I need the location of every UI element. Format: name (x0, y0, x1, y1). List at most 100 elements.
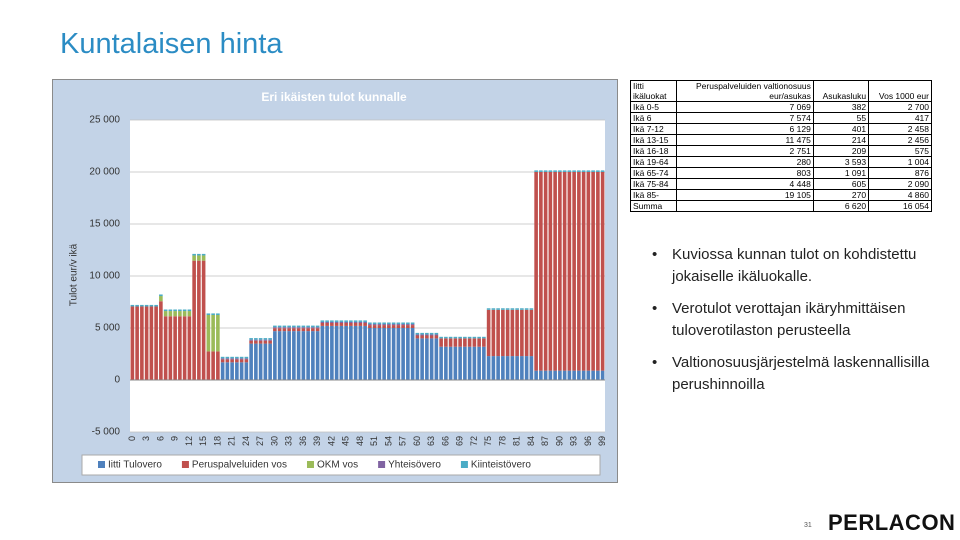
bar-segment (387, 324, 391, 326)
bar-segment (163, 311, 168, 317)
bar-segment (249, 338, 253, 340)
bar-segment (581, 171, 586, 371)
bar-segment (182, 311, 187, 317)
bar-segment (368, 322, 372, 325)
bar-segment (225, 362, 230, 380)
bar-segment (306, 328, 310, 332)
bar-segment (239, 356, 244, 359)
bar-segment (534, 170, 538, 172)
bar-segment (524, 356, 529, 380)
bar-segment (553, 370, 557, 380)
bar-segment (339, 323, 344, 326)
bar-segment (301, 327, 306, 329)
bar-segment (263, 343, 268, 380)
x-tick-label: 12 (184, 436, 194, 446)
x-tick-label: 87 (540, 436, 550, 446)
bar-segment (173, 309, 177, 312)
bar-segment (482, 346, 486, 380)
bar-segment (201, 260, 206, 380)
bar-segment (415, 332, 420, 335)
legend-swatch (306, 461, 314, 468)
bar-segment (539, 370, 543, 380)
bar-segment (144, 306, 149, 380)
bar-segment (320, 320, 325, 322)
bar-segment (311, 327, 315, 329)
bar-segment (349, 321, 353, 324)
table-cell: 270 (812, 189, 870, 201)
bar-segment (216, 351, 220, 380)
bar-segment (477, 338, 481, 347)
bar-segment (439, 346, 443, 380)
bar-segment (515, 308, 519, 310)
bar-segment (425, 338, 429, 380)
bar-segment (258, 340, 263, 344)
bar-segment (197, 260, 201, 380)
bar-segment (553, 171, 557, 371)
bar-segment (201, 255, 206, 261)
bar-segment (325, 320, 329, 322)
table-cell: 6 620 (812, 200, 870, 212)
bar-segment (429, 334, 434, 336)
bar-segment (292, 325, 296, 328)
bar-segment (396, 328, 401, 380)
bar-segment (249, 343, 253, 380)
bar-segment (178, 309, 182, 312)
bar-segment (486, 309, 491, 357)
bar-segment (244, 362, 249, 380)
x-tick-label: 60 (412, 436, 422, 446)
y-tick-label: 10 000 (89, 271, 120, 282)
y-tick-label: 20 000 (89, 167, 120, 178)
bar-segment (358, 320, 363, 322)
bar-segment (434, 334, 439, 336)
x-tick-label: 84 (526, 436, 536, 446)
bar-segment (387, 322, 391, 325)
bar-segment (520, 356, 524, 380)
bar-segment (182, 316, 187, 380)
bar-segment (577, 370, 581, 380)
x-tick-label: 57 (398, 436, 408, 446)
bar-segment (368, 325, 372, 328)
bar-segment (420, 338, 424, 380)
bar-segment (501, 309, 505, 357)
x-tick-label: 63 (426, 436, 436, 446)
legend-label: OKM vos (317, 460, 358, 471)
bar-segment (268, 340, 272, 344)
bar-segment (358, 321, 363, 324)
y-tick-label: 15 000 (89, 219, 120, 230)
bar-segment (591, 171, 595, 371)
table-cell: Ikä 7-12 (629, 123, 678, 135)
legend-box (81, 454, 601, 476)
bar-segment (429, 335, 434, 339)
bar-segment (410, 328, 415, 380)
x-tick-label: 90 (554, 436, 564, 446)
bar-segment (287, 327, 291, 329)
bar-segment (448, 336, 453, 339)
legend-label: Iitti Tulovero (108, 460, 162, 471)
bar-segment (353, 321, 358, 324)
bar-segment (534, 171, 538, 371)
bar-segment (244, 356, 249, 359)
bar-segment (144, 304, 149, 307)
table-row: Ikä 75-84 4 448 605 2 090 (629, 178, 932, 190)
x-tick-label: 9 (170, 436, 180, 441)
bar-segment (410, 324, 415, 326)
bar-segment (216, 313, 220, 315)
bar-segment (482, 338, 486, 347)
bar-segment (562, 370, 567, 380)
bar-segment (225, 356, 230, 359)
bar-segment (230, 362, 234, 380)
bar-segment (330, 321, 334, 324)
page-number: 31 (804, 522, 812, 529)
bar-segment (377, 325, 382, 328)
bar-segment (410, 322, 415, 325)
bar-segment (282, 327, 287, 329)
bar-segment (258, 338, 263, 340)
bar-segment (600, 171, 605, 371)
bar-segment (282, 325, 287, 328)
bar-segment (586, 170, 591, 172)
bar-segment (197, 255, 201, 261)
bar-segment (591, 170, 595, 172)
table-cell: Ikä 0-5 (629, 101, 678, 113)
